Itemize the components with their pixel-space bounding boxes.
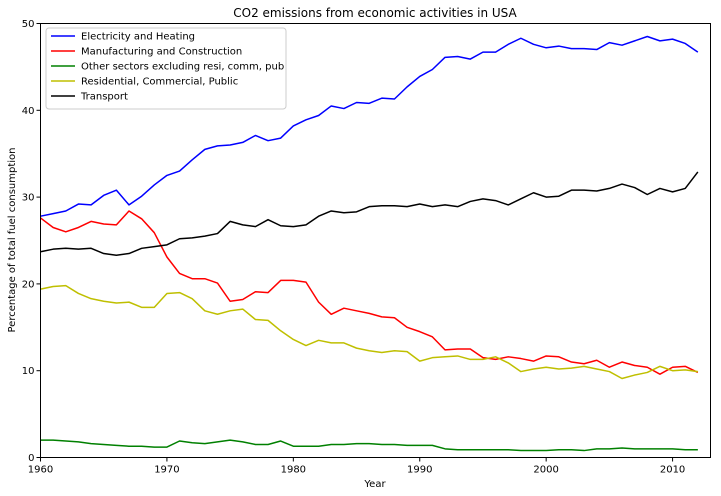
y-tick-label-4: 40: [22, 106, 35, 117]
x-axis: 1960 1970 1980 1990 2000 2010: [28, 457, 685, 476]
x-tick-label-5: 2010: [660, 465, 685, 476]
x-tick-label-3: 1990: [407, 465, 432, 476]
y-axis: 0 10 20 30 40 50: [22, 19, 41, 464]
x-tick-label-2: 1980: [281, 465, 306, 476]
x-tick-label-0: 1960: [28, 465, 53, 476]
x-tick-label-1: 1970: [154, 465, 179, 476]
legend-entry-1: Manufacturing and Construction: [81, 47, 242, 58]
y-tick-label-3: 30: [22, 193, 35, 204]
y-axis-label: Percentage of total fuel consumption: [7, 147, 18, 332]
series-line-2: [40, 439, 698, 452]
legend: Electricity and Heating Manufacturing and…: [45, 27, 287, 110]
y-tick-label-2: 20: [22, 279, 35, 290]
legend-entry-3: Residential, Commercial, Public: [81, 77, 238, 88]
legend-entry-2: Other sectors excluding resi, comm, pub: [81, 62, 284, 73]
y-tick-label-1: 10: [22, 366, 35, 377]
y-tick-label-5: 50: [22, 19, 35, 30]
plot-area: [40, 35, 699, 452]
y-tick-label-0: 0: [28, 453, 34, 464]
legend-box: [45, 27, 287, 110]
series-line-4: [40, 171, 699, 257]
plot-frame: [40, 23, 711, 458]
chart-title: CO2 emissions from economic activities i…: [233, 6, 517, 20]
x-axis-label: Year: [363, 479, 386, 490]
legend-entry-0: Electricity and Heating: [81, 32, 195, 43]
series-line-1: [40, 210, 699, 375]
series-line-0: [40, 35, 699, 217]
x-tick-label-4: 2000: [533, 465, 558, 476]
series-line-3: [40, 284, 698, 380]
legend-entry-4: Transport: [80, 92, 128, 103]
